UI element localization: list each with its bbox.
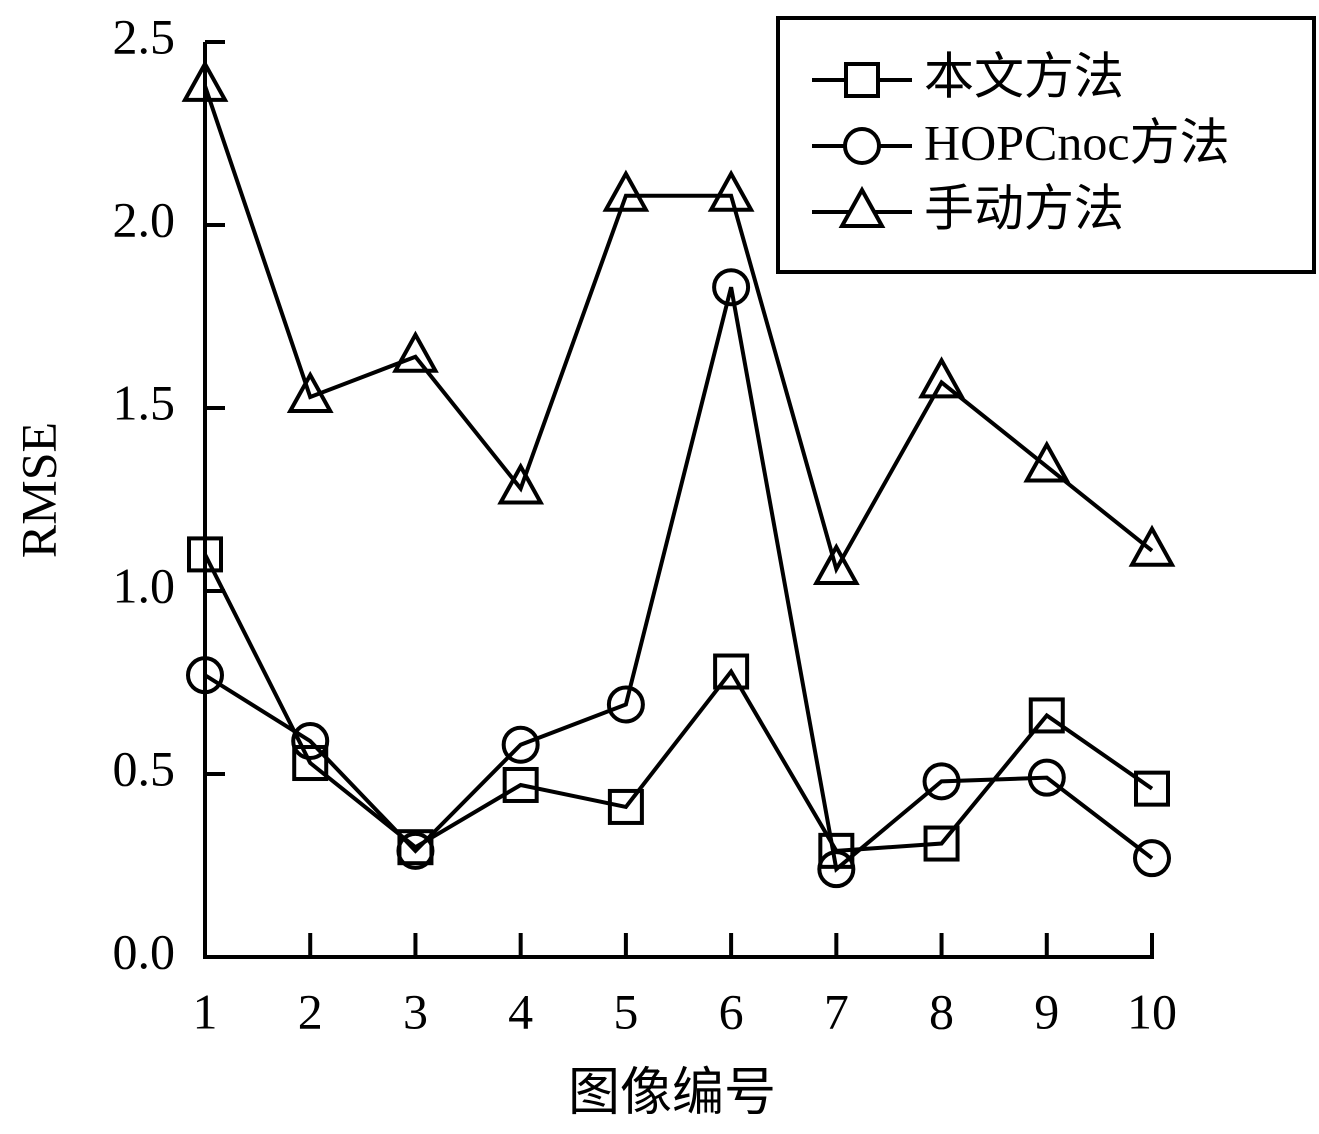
legend-marker	[844, 62, 880, 98]
data-point	[712, 268, 751, 307]
y-tick-label: 1.5	[113, 374, 176, 430]
data-point	[1134, 770, 1170, 807]
legend-label: HOPCnoc方法	[924, 114, 1230, 170]
data-point	[497, 462, 545, 505]
x-tick-label: 10	[1127, 983, 1177, 1039]
x-tick-label: 6	[719, 983, 744, 1039]
x-tick-label: 2	[298, 983, 323, 1039]
legend-marker	[843, 127, 881, 165]
x-tick-label: 1	[193, 983, 218, 1039]
x-tick-label: 8	[929, 983, 954, 1039]
data-point	[291, 722, 330, 761]
legend-label: 本文方法	[924, 48, 1124, 104]
data-point	[396, 831, 435, 870]
data-point	[187, 536, 223, 573]
data-point	[1027, 758, 1066, 797]
x-axis-label: 图像编号	[568, 1065, 776, 1122]
data-point	[707, 169, 755, 212]
x-tick-label: 3	[403, 983, 428, 1039]
legend-marker	[838, 185, 886, 228]
data-point	[1133, 839, 1171, 878]
y-axis-label: RMSE	[10, 422, 66, 558]
data-point	[918, 356, 965, 399]
data-point	[922, 762, 961, 801]
y-tick-label: 2.5	[113, 8, 176, 64]
x-tick-label: 5	[613, 983, 638, 1039]
data-point	[181, 59, 229, 102]
data-point	[1028, 697, 1065, 734]
data-point	[501, 725, 540, 764]
series-line	[203, 85, 1154, 575]
data-point	[817, 850, 856, 889]
data-point	[502, 766, 539, 803]
data-point	[286, 370, 334, 414]
data-point	[607, 788, 644, 825]
x-tick-label: 4	[508, 983, 533, 1039]
data-point	[812, 542, 860, 586]
data-point	[392, 330, 439, 373]
y-tick-label: 0.5	[113, 740, 176, 796]
y-tick-label: 0.0	[113, 923, 176, 979]
data-point	[713, 653, 750, 690]
legend-label: 手动方法	[924, 180, 1124, 236]
x-tick-label: 9	[1034, 983, 1059, 1039]
x-tick-label: 7	[824, 983, 849, 1039]
y-tick-label: 2.0	[113, 191, 176, 247]
series-line	[203, 553, 1154, 853]
data-point	[1023, 440, 1071, 483]
y-tick-label: 1.0	[113, 557, 176, 613]
data-point	[1128, 524, 1176, 567]
data-point	[606, 685, 645, 724]
data-point	[923, 825, 960, 862]
data-point	[292, 745, 329, 782]
series-line	[203, 286, 1154, 873]
data-point	[186, 656, 224, 695]
data-point	[602, 169, 650, 212]
